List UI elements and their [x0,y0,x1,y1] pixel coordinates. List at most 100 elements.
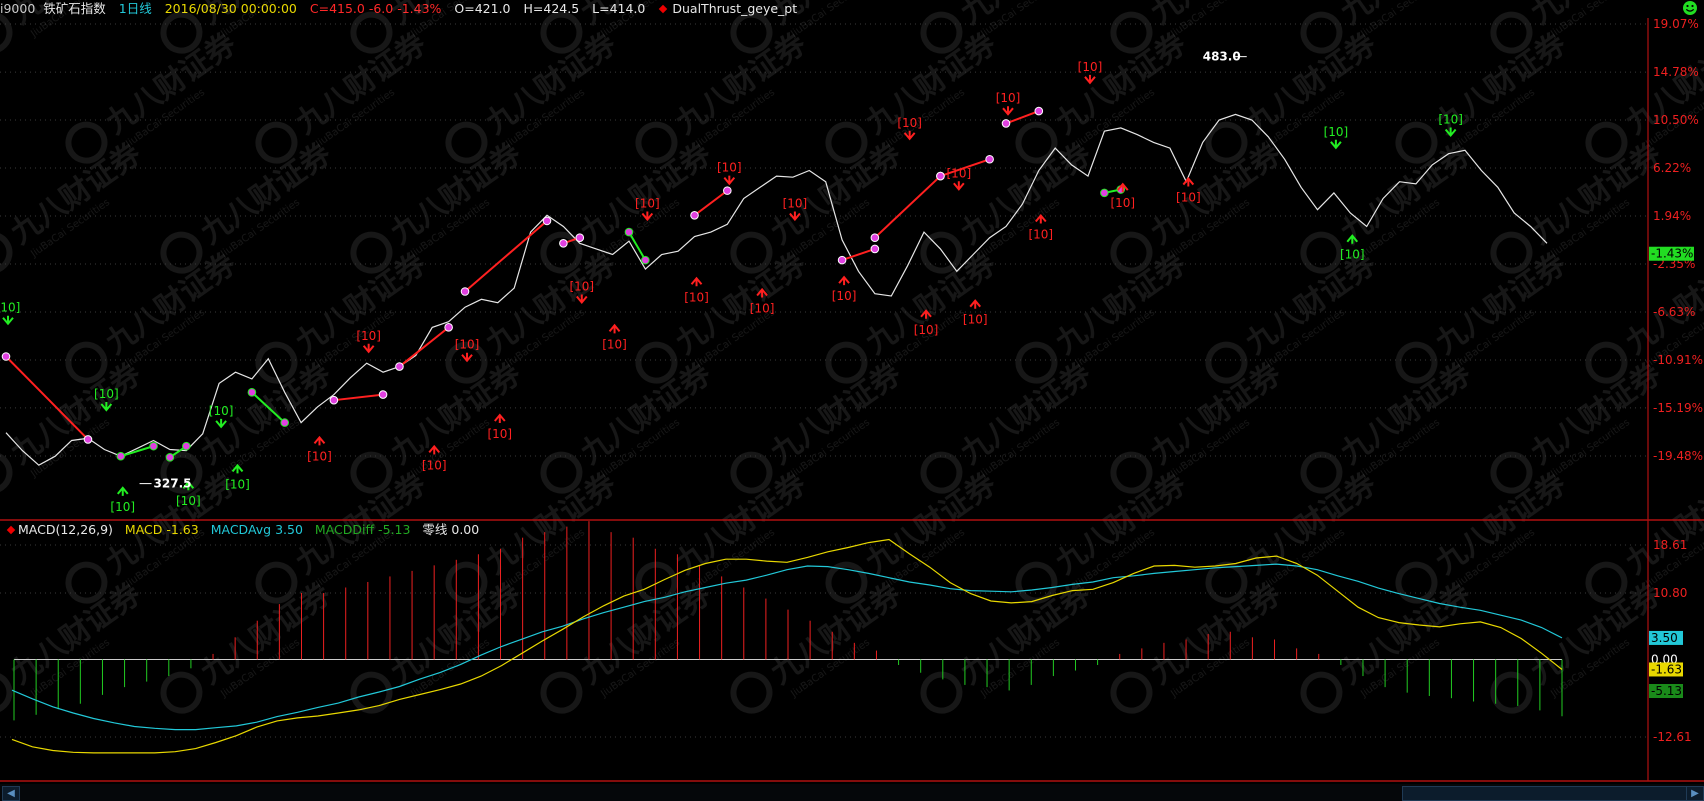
trade-exit-marker[interactable] [542,216,552,226]
up-arrow-icon [231,463,244,474]
trade-exit-marker[interactable] [182,441,191,451]
trade-line [628,231,647,261]
signal-marker[interactable]: [10] [602,323,627,351]
signal-label: [10] [684,290,709,304]
signal-marker[interactable]: [10] [1324,125,1349,150]
signal-label: [10] [996,91,1021,105]
price-axis-tick: 14.78% [1653,65,1699,79]
signal-marker[interactable]: [10] [914,309,939,337]
signal-marker[interactable]: [10] [1028,213,1053,242]
trade-exit-marker[interactable] [280,418,289,427]
trade-line [398,326,450,368]
trade-entry-marker[interactable] [624,227,634,237]
trade-exit-marker[interactable] [378,390,388,399]
close-change: C=415.0 -6.0 -1.43% [309,1,442,16]
signal-marker[interactable]: [10] [635,197,660,222]
price-axis-tick: -10.91% [1653,353,1703,367]
signal-marker[interactable]: [10] [963,299,988,327]
trade-entry-marker[interactable] [559,239,568,248]
signal-marker[interactable]: [10] [422,444,447,472]
trade-entry-marker[interactable] [247,388,257,397]
signal-marker[interactable]: [10] [996,91,1021,116]
smiley-icon[interactable] [1682,0,1698,16]
trade-exit-marker[interactable] [1034,106,1044,116]
signal-marker[interactable]: [10] [176,480,201,508]
trade-entry-marker[interactable] [1001,119,1011,128]
trade-entry-marker[interactable] [165,453,175,462]
signal-marker[interactable]: [10] [225,463,250,491]
watermark-text: 九八财证券 [575,136,719,251]
trade-entry-marker[interactable] [690,210,699,220]
trade-exit-marker[interactable] [83,435,93,444]
watermark-logo-icon [635,341,678,384]
up-arrow-icon [1346,234,1359,244]
signal-marker[interactable]: [10] [487,413,512,441]
trade-entry-marker[interactable] [460,287,470,296]
signal-marker[interactable]: [10] [0,301,20,326]
signal-label: [10] [1438,112,1463,126]
signal-marker[interactable]: [10] [1110,182,1135,210]
strategy-name[interactable]: DualThrust_geye_pt [672,1,798,16]
signal-marker[interactable]: [10] [832,275,857,303]
signal-label: [10] [225,477,250,491]
scroll-right-arrow-icon[interactable]: ▶ [1686,786,1704,801]
trade-exit-marker[interactable] [641,255,650,265]
up-arrow-icon [494,413,506,424]
trade-exit-marker[interactable] [870,244,880,254]
watermark-text: 九八财证券 [1335,136,1479,251]
trade-entry-marker[interactable] [837,255,847,265]
trade-entry-marker[interactable] [1,352,11,361]
signal-marker[interactable]: [10] [110,486,135,514]
signal-marker[interactable]: [10] [1438,112,1463,138]
signal-marker[interactable]: [10] [1340,234,1365,262]
trade-entry-marker[interactable] [395,362,404,371]
watermark-logo-icon [1395,341,1438,384]
trade-exit-marker[interactable] [723,186,732,195]
signal-marker[interactable]: [10] [750,287,775,315]
signal-marker[interactable]: [10] [569,279,594,305]
signal-marker[interactable]: [10] [717,161,742,186]
watermark-logo-icon [635,121,678,164]
down-arrow-icon [576,294,588,305]
signal-label: [10] [832,289,857,303]
signal-marker[interactable]: [10] [1176,176,1201,205]
trade-exit-marker[interactable] [985,154,994,164]
signal-marker[interactable]: [10] [947,166,972,191]
signal-label: [10] [94,387,119,401]
signal-marker[interactable]: [10] [209,404,234,429]
trade-entry-marker[interactable] [1100,188,1109,198]
scroll-thumb[interactable] [1402,786,1688,801]
watermark-text: 九八财证券 [1145,356,1289,471]
price-axis-tick: -19.48% [1653,449,1703,463]
scroll-left-arrow-icon[interactable]: ◀ [2,786,20,801]
signal-marker[interactable]: [10] [455,338,480,363]
signal-marker[interactable]: [10] [684,276,709,304]
signal-marker[interactable]: [10] [1078,60,1103,85]
trade-exit-marker[interactable] [444,323,453,332]
trade-exit-marker[interactable] [575,233,585,243]
period-label[interactable]: 1日线 [118,1,152,16]
signal-marker[interactable]: [10] [356,329,381,354]
trade-exit-marker[interactable] [149,441,158,451]
macd-title[interactable]: MACD(12,26,9) [18,522,113,537]
signal-marker[interactable]: [10] [94,387,119,412]
trade-entry-marker[interactable] [116,451,126,461]
trade-entry-marker[interactable] [329,395,339,405]
signal-label: [10] [1110,196,1135,210]
symbol-code[interactable]: i9000 [0,1,36,16]
signal-marker[interactable]: [10] [307,435,332,463]
trade-entry-marker[interactable] [936,171,945,181]
horizontal-scrollbar[interactable]: ◀ ▶ [0,784,1704,801]
trade-entry-marker[interactable] [870,233,880,243]
watermark-logo-icon [255,121,298,164]
down-arrow-icon [641,211,654,222]
signal-marker[interactable]: [10] [897,116,922,141]
macddiff-value-box [1649,683,1683,698]
signal-marker[interactable]: [10] [783,197,808,222]
